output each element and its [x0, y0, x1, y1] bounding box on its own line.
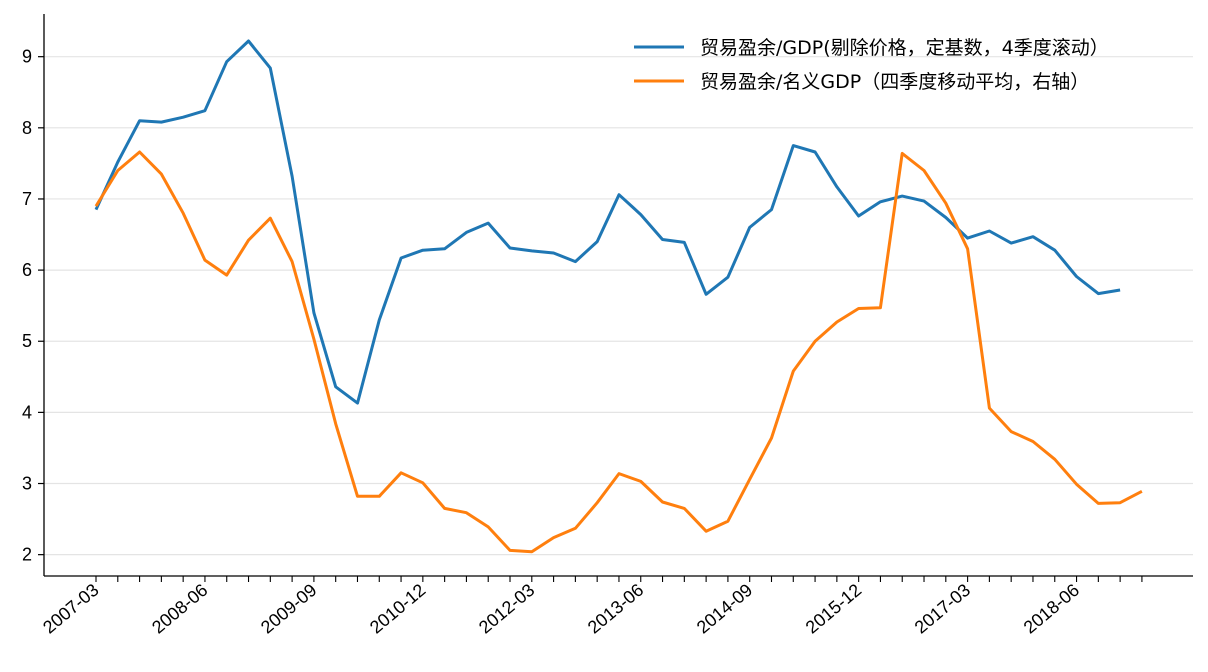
x-tick-label: 2010-12: [366, 580, 429, 638]
x-tick-label: 2015-12: [802, 580, 865, 638]
series-line-2: [94, 150, 1143, 554]
gridlines: [44, 56, 1193, 556]
x-tick-label: 2008-06: [148, 580, 211, 638]
x-tick-label: 2012-03: [475, 580, 538, 638]
axes: [43, 14, 1193, 577]
y-tick-label: 5: [22, 331, 32, 351]
x-ticks: 2007-03 2008-06 2009-09 2010-12 2012-03 2013-…: [39, 576, 1143, 638]
x-tick-label: 2014-09: [693, 580, 756, 638]
x-tick-label: 2007-03: [39, 580, 102, 638]
legend: 贸易盈余/GDP(剔除价格，定基数，4季度滚动） 贸易盈余/名义GDP（四季度移…: [634, 37, 1109, 93]
y-tick-label: 2: [22, 545, 32, 565]
y-tick-label: 9: [22, 47, 32, 67]
x-tick-label: 2017-03: [911, 580, 974, 638]
x-tick-label: 2009-09: [257, 580, 320, 638]
y-tick-label: 6: [22, 260, 32, 280]
legend-label-series-1: 贸易盈余/GDP(剔除价格，定基数，4季度滚动）: [700, 37, 1109, 59]
x-tick-label: 2013-06: [584, 580, 647, 638]
series-lines: [94, 39, 1143, 554]
y-ticks: 2 3 4 5 6 7 8 9: [22, 47, 44, 565]
y-tick-label: 3: [22, 474, 32, 494]
series-line-1: [94, 39, 1121, 405]
y-tick-label: 4: [22, 402, 32, 422]
y-tick-label: 8: [22, 118, 32, 138]
legend-label-series-2: 贸易盈余/名义GDP（四季度移动平均，右轴）: [700, 71, 1089, 93]
x-tick-label: 2018-06: [1020, 580, 1083, 638]
y-tick-label: 7: [22, 189, 32, 209]
